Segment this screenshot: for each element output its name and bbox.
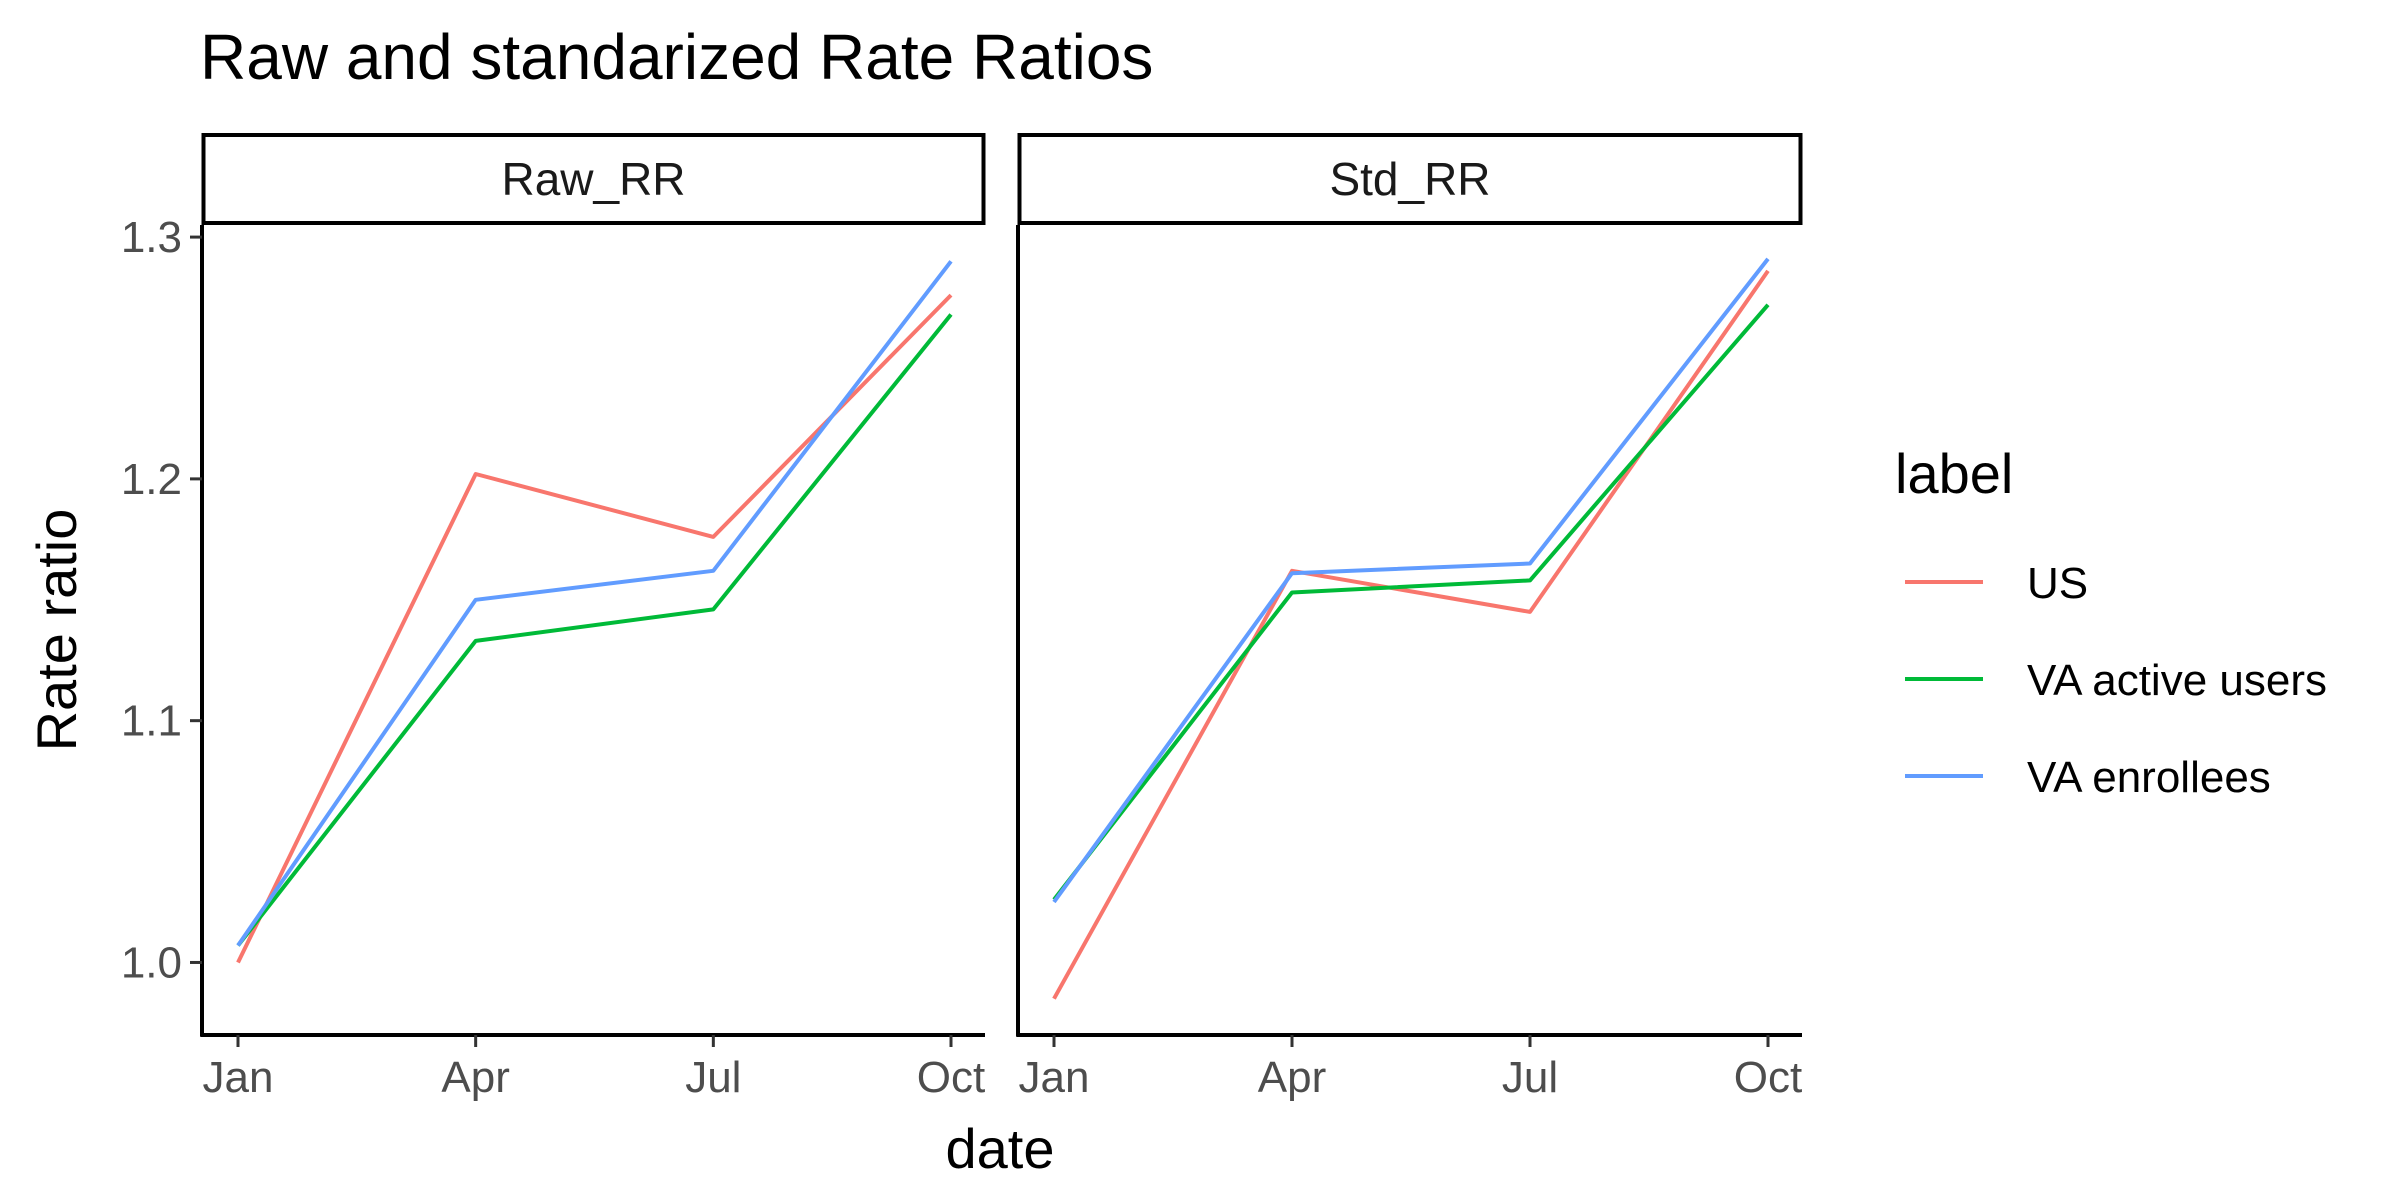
x-tick-label: Jul — [685, 1053, 741, 1102]
series-line-va-enrollees — [1052, 257, 1770, 904]
series-line-va-active-users — [1052, 303, 1770, 901]
x-tick-label: Apr — [1258, 1053, 1326, 1102]
legend-title: label — [1895, 442, 2013, 505]
x-tick-label: Apr — [441, 1053, 509, 1102]
strip-box — [201, 133, 986, 225]
panel-std-rr: Std_RR Jan Apr Jul Oct — [1016, 133, 1803, 1102]
y-tick-label: 1.2 — [121, 455, 182, 504]
x-tick-label: Oct — [917, 1053, 985, 1102]
y-tick-label: 1.3 — [121, 213, 182, 262]
y-tick-label: 1.1 — [121, 697, 182, 746]
legend-items: US VA active users VA enrollees — [1905, 559, 2327, 802]
strip-label: Std_RR — [1329, 153, 1490, 205]
x-tick-label: Jul — [1502, 1053, 1558, 1102]
x-tick-label: Jan — [1019, 1053, 1090, 1102]
legend: label US VA active users VA enrollees — [1895, 442, 2327, 802]
series-line-us — [1052, 269, 1770, 1000]
panels: Raw_RR Jan Apr Jul Oct 1.0 1.1 1.2 1.3 Std_RR Jan A… — [121, 133, 1803, 1102]
y-axis-title: Rate ratio — [25, 509, 88, 752]
strip-label: Raw_RR — [501, 153, 685, 205]
legend-item: US — [1905, 559, 2088, 608]
legend-item: VA enrollees — [1905, 753, 2271, 802]
legend-label: VA active users — [2027, 656, 2327, 705]
x-axis-title: date — [946, 1117, 1055, 1180]
strip-box — [1017, 133, 1803, 225]
legend-label: VA enrollees — [2027, 753, 2271, 802]
panel-raw-rr: Raw_RR Jan Apr Jul Oct 1.0 1.1 1.2 1.3 — [121, 133, 986, 1102]
series-line-us — [236, 293, 953, 964]
series-line-va-enrollees — [236, 260, 953, 947]
legend-item: VA active users — [1905, 656, 2327, 705]
series-line-va-active-users — [236, 313, 953, 947]
chart-title: Raw and standarized Rate Ratios — [200, 21, 1153, 93]
x-tick-label: Oct — [1734, 1053, 1802, 1102]
x-tick-label: Jan — [203, 1053, 274, 1102]
legend-label: US — [2027, 559, 2088, 608]
y-tick-label: 1.0 — [121, 938, 182, 987]
